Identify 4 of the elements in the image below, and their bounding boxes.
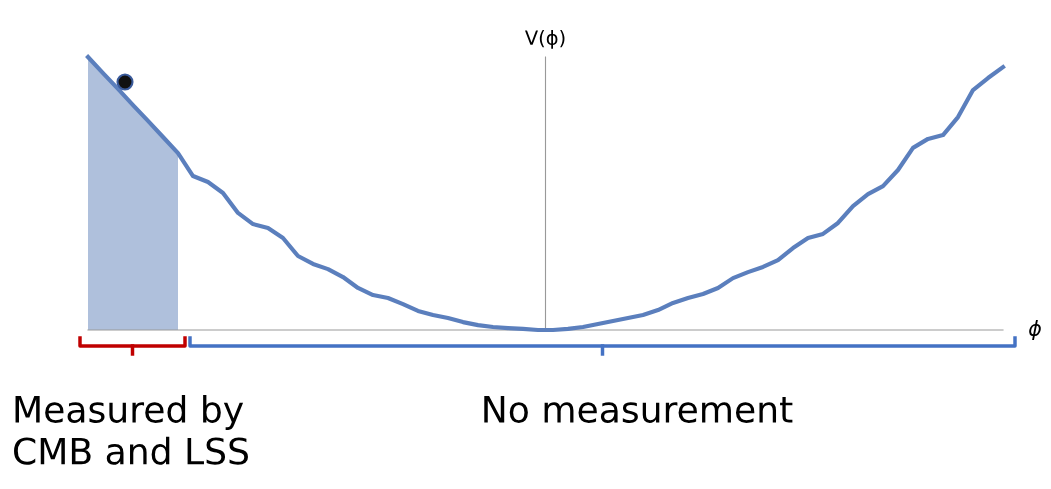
y-axis-title: V(ϕ) [525, 29, 565, 49]
x-axis-title: ϕ [1029, 319, 1041, 341]
text: No measurement [484, 396, 793, 423]
text: Measured by CMB and LSS [14, 395, 248, 465]
